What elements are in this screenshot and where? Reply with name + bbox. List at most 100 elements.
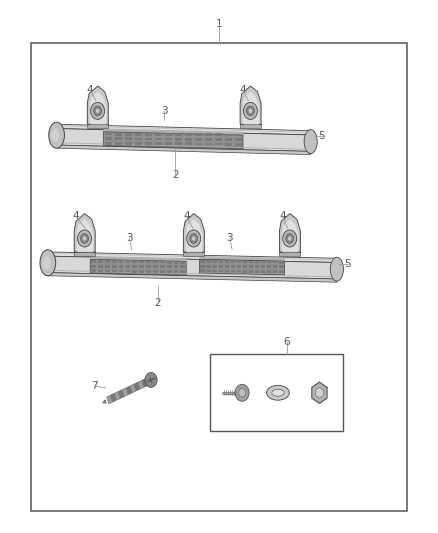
Polygon shape	[315, 387, 323, 398]
Polygon shape	[312, 382, 327, 403]
Polygon shape	[103, 400, 106, 403]
Bar	[145, 142, 152, 145]
Bar	[180, 261, 185, 264]
Polygon shape	[130, 384, 136, 393]
Polygon shape	[142, 378, 148, 387]
Bar	[215, 138, 222, 141]
Bar	[153, 270, 158, 273]
Text: 2: 2	[155, 297, 161, 308]
Circle shape	[96, 109, 99, 113]
Polygon shape	[184, 214, 205, 252]
Bar	[180, 265, 185, 268]
Bar	[145, 133, 152, 136]
Bar	[105, 260, 110, 263]
Polygon shape	[103, 132, 243, 149]
Circle shape	[283, 230, 297, 247]
Ellipse shape	[304, 130, 317, 154]
Bar	[160, 265, 165, 268]
Circle shape	[249, 109, 252, 113]
Polygon shape	[90, 260, 186, 275]
Polygon shape	[240, 86, 261, 124]
Circle shape	[247, 106, 254, 116]
Bar	[273, 265, 278, 268]
Bar	[91, 265, 96, 268]
Bar	[135, 142, 142, 145]
Circle shape	[78, 230, 92, 247]
Polygon shape	[134, 382, 140, 391]
Bar	[165, 133, 172, 136]
Bar	[112, 265, 117, 268]
Bar	[112, 270, 117, 272]
Bar	[185, 133, 191, 136]
Bar	[261, 270, 265, 272]
Circle shape	[91, 102, 105, 119]
Polygon shape	[90, 256, 186, 261]
Bar	[135, 138, 142, 140]
Bar	[273, 270, 278, 273]
Bar	[219, 270, 223, 272]
Bar	[112, 261, 117, 263]
Polygon shape	[240, 124, 261, 128]
Bar	[194, 142, 201, 146]
Bar	[153, 261, 158, 263]
Bar	[126, 261, 131, 263]
Bar	[119, 270, 124, 272]
Polygon shape	[199, 260, 285, 275]
Text: 2: 2	[172, 169, 179, 180]
Bar	[139, 261, 144, 263]
Bar	[206, 270, 211, 272]
Text: 4: 4	[240, 85, 246, 95]
Circle shape	[83, 236, 86, 240]
Bar	[91, 270, 96, 272]
Circle shape	[288, 236, 291, 240]
Text: 1: 1	[215, 19, 223, 29]
Bar	[255, 265, 259, 268]
Bar	[167, 261, 172, 263]
Bar	[206, 260, 211, 263]
Bar	[105, 138, 112, 140]
Bar	[267, 265, 272, 268]
Polygon shape	[103, 128, 243, 135]
Bar	[146, 261, 151, 263]
Bar	[206, 265, 211, 268]
Polygon shape	[122, 388, 128, 397]
Polygon shape	[243, 91, 259, 124]
Circle shape	[190, 233, 198, 243]
Bar	[126, 265, 131, 268]
Polygon shape	[48, 256, 337, 279]
Polygon shape	[186, 219, 203, 252]
Bar	[231, 265, 235, 268]
Text: 4: 4	[279, 211, 286, 221]
Bar	[200, 260, 205, 263]
Circle shape	[235, 384, 249, 401]
Bar	[173, 265, 178, 268]
Bar	[125, 142, 132, 145]
Bar	[273, 261, 278, 263]
Polygon shape	[90, 91, 106, 124]
Polygon shape	[77, 219, 93, 252]
Circle shape	[81, 233, 88, 243]
Polygon shape	[279, 252, 300, 256]
Bar	[212, 260, 217, 263]
Bar	[267, 270, 272, 273]
Bar	[115, 138, 122, 140]
Bar	[279, 270, 283, 273]
Circle shape	[94, 106, 102, 116]
Bar	[98, 260, 103, 263]
Polygon shape	[74, 214, 95, 252]
Bar	[173, 261, 178, 263]
Bar	[225, 270, 229, 272]
Bar	[237, 261, 241, 263]
Ellipse shape	[40, 250, 56, 276]
Bar	[267, 261, 272, 263]
Bar	[205, 138, 212, 141]
Polygon shape	[74, 252, 95, 256]
Bar	[155, 138, 162, 140]
Bar	[279, 261, 283, 263]
Bar	[119, 261, 124, 263]
Bar	[261, 261, 265, 263]
Polygon shape	[87, 86, 108, 124]
Text: 3: 3	[226, 233, 233, 244]
Ellipse shape	[272, 389, 284, 396]
Bar	[153, 265, 158, 268]
